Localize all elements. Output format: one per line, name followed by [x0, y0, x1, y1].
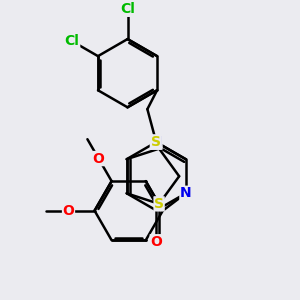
Text: Cl: Cl — [120, 2, 135, 16]
Text: S: S — [151, 135, 161, 149]
Text: O: O — [150, 235, 162, 249]
Text: N: N — [150, 135, 162, 149]
Text: S: S — [154, 197, 164, 211]
Text: Cl: Cl — [65, 34, 80, 48]
Text: O: O — [63, 204, 74, 218]
Text: O: O — [93, 152, 104, 166]
Text: N: N — [180, 186, 192, 200]
